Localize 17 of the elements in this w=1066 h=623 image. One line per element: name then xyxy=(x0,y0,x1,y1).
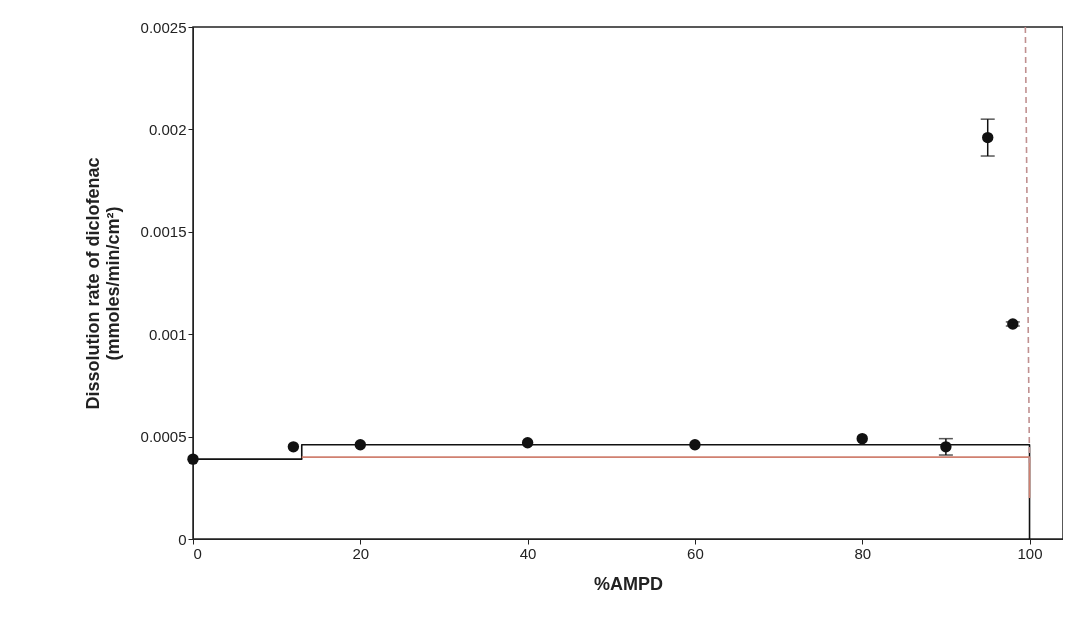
y-tick-label: 0.0015 xyxy=(140,223,187,241)
y-tick-label: 0 xyxy=(178,530,187,548)
x-tick-label: 40 xyxy=(519,544,537,562)
x-tick-label: 20 xyxy=(352,544,370,562)
y-tick-label: 0.0025 xyxy=(140,18,187,36)
text: Dissolution rate of diclofenac xyxy=(82,157,103,410)
x-tick-label: 80 xyxy=(854,544,872,562)
y-tick-label: 0.002 xyxy=(148,120,187,138)
y-tick-label: 0.0005 xyxy=(140,428,187,446)
x-axis-title: %AMPD xyxy=(593,573,664,594)
x-tick-label: 60 xyxy=(687,544,704,562)
x-tick-label: 0 xyxy=(193,544,202,562)
point xyxy=(287,441,300,453)
x-tick-label: 100 xyxy=(1017,544,1043,562)
text: (mmoles/min/cm²) xyxy=(102,206,123,361)
y-tick-label: 0.001 xyxy=(148,325,187,343)
point xyxy=(856,432,868,445)
